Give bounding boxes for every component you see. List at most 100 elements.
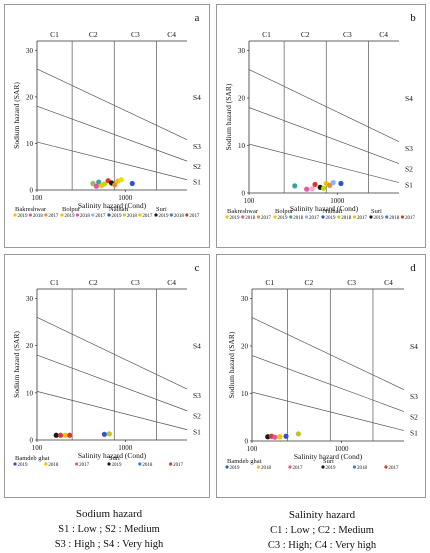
legend-entry-label: 2018: [174, 214, 185, 219]
sodium-boundary-2: [36, 105, 188, 162]
legend-entry-label: 2018: [389, 216, 400, 221]
legend-marker: [138, 462, 142, 466]
legend-entry-label: 2017: [79, 463, 90, 468]
legend-entry-label: 2019: [230, 466, 241, 471]
sodium-hazard-legend: Sodium hazard S1 : Low ; S2 : Medium S3 …: [16, 507, 202, 552]
legend-entry-label: 2018: [341, 216, 352, 221]
data-point: [93, 183, 99, 189]
legend-entry-label: 2017: [142, 214, 153, 219]
legend-entry-label: 2017: [388, 466, 399, 471]
salinity-class-label: C1: [50, 278, 59, 287]
sodium-hazard-line-1: S1 : Low ; S2 : Medium: [58, 524, 160, 535]
sodium-boundary-3: [36, 316, 188, 390]
legend-group-name: Bolpur: [275, 208, 294, 215]
legend-marker: [256, 215, 261, 219]
salinity-class-label: C4: [384, 278, 393, 287]
legend-group-name: Suri: [323, 458, 334, 465]
sodium-class-label: S1: [410, 428, 418, 437]
sodium-class-label: S2: [405, 164, 413, 173]
data-point: [309, 186, 315, 192]
sodium-class-label: S4: [193, 93, 201, 102]
legend-marker: [91, 213, 95, 217]
legend-entry-label: 2019: [326, 216, 337, 221]
legend-entry-label: 2019: [230, 216, 241, 221]
salinity-hazard-title: Salinity hazard: [288, 509, 356, 521]
x-tick-label: 100: [244, 197, 255, 205]
sodium-class-label: S3: [405, 144, 413, 153]
legend-entry-label: 2019: [374, 216, 385, 221]
salinity-class-label: C1: [262, 30, 271, 39]
x-axis-title: Salinity hazard (Cond): [294, 452, 363, 461]
y-axis-title: Sodium hazard (SAR): [12, 82, 21, 149]
legend-marker: [352, 215, 357, 219]
y-tick-label: 30: [26, 47, 34, 55]
sodium-class-label: S4: [405, 94, 413, 103]
y-tick-label: 0: [242, 190, 246, 198]
sodium-class-label: S1: [405, 180, 413, 189]
legend-group-name: Suri: [371, 208, 382, 215]
chart-panel-a: a C1 C2 C3 C4 S1 S2 S3 S4 0 10 20 30 100 1000 Salinity …: [4, 4, 210, 248]
salinity-hazard-legend: Salinity hazard C1 : Low ; C2 : Medium C…: [222, 508, 422, 553]
legend-marker: [385, 215, 389, 219]
diagram-svg-c: c C1 C2 C3 C4 S1 S2 S3 S4 0 10 20 30 100 1000Salinity …: [12, 262, 201, 468]
salinity-class-label: C4: [379, 30, 388, 39]
legend-entry-label: 2018: [80, 214, 91, 219]
legend-marker: [352, 465, 357, 469]
y-tick-label: 0: [30, 437, 34, 445]
legend-entry-label: 2017: [189, 214, 200, 219]
data-point: [112, 182, 118, 188]
data-point: [283, 433, 289, 439]
legend-entry-label: 2018: [142, 463, 153, 468]
legend-marker: [256, 465, 261, 469]
legend-group-name: Nalhati: [323, 208, 342, 215]
y-tick-label: 0: [30, 187, 34, 195]
data-point: [272, 434, 278, 440]
legend-entry-label: 2017: [292, 466, 303, 471]
panel-label: a: [195, 12, 200, 24]
sodium-class-label: S3: [193, 391, 201, 400]
sodium-boundary-2: [251, 355, 405, 412]
x-axis-title: Salinity hazard (Cond): [290, 204, 359, 213]
legend-marker: [169, 462, 173, 466]
legend-entry-label: 2018: [261, 466, 272, 471]
legend-entry-label: 2019: [278, 216, 289, 221]
data-point: [101, 431, 108, 437]
panel-label: d: [410, 262, 416, 274]
data-point: [53, 432, 59, 438]
x-tick-label: 1000: [118, 194, 133, 202]
data-point: [118, 177, 124, 183]
data-point: [312, 181, 318, 188]
legend-marker: [369, 215, 373, 219]
legend-entry-label: 2017: [48, 214, 59, 219]
salinity-class-label: C2: [89, 30, 98, 39]
data-point: [295, 431, 301, 437]
legend-marker: [107, 213, 111, 217]
legend-entry-label: 2019: [112, 214, 123, 219]
sodium-hazard-line-2: S3 : High ; S4 : Very high: [54, 539, 164, 550]
sodium-boundary-3: [36, 68, 188, 141]
x-tick-label: 100: [32, 444, 43, 452]
sodium-hazard-title: Sodium hazard: [75, 508, 143, 520]
legend-group-name: Bamdeb ghat: [227, 458, 262, 465]
salinity-class-label: C4: [167, 278, 176, 287]
diagram-svg-d: d C1 C2 C3 C4 S1 S2 S3 S4 0 10 20 30 100 1000Salinity …: [225, 262, 418, 471]
y-tick-label: 30: [26, 295, 34, 303]
salinity-class-label: C2: [305, 278, 314, 287]
diagram-svg-b: b C1 C2 C3 C4 S1 S2 S3 S4 0 10 20 30 100 1000Salinity …: [224, 12, 416, 221]
data-point: [292, 183, 298, 189]
legend-marker: [75, 462, 79, 466]
sodium-boundary-1: [36, 391, 188, 430]
legend-marker: [169, 213, 174, 217]
sodium-boundary-1: [251, 391, 405, 431]
chart-panel-c: c C1 C2 C3 C4 S1 S2 S3 S4 0 10 20 30 100 1000 Salinity …: [4, 254, 210, 498]
salinity-class-label: C2: [301, 30, 310, 39]
sodium-class-label: S2: [410, 412, 418, 421]
salinity-class-label: C1: [265, 278, 274, 287]
x-axis-title: Salinity hazard (Cond): [78, 451, 147, 460]
x-tick-label: 100: [247, 445, 258, 453]
sodium-class-label: S3: [193, 142, 201, 151]
legend-marker: [107, 462, 111, 466]
legend-marker: [28, 213, 33, 217]
x-tick-label: 100: [32, 194, 43, 202]
x-axis-title: Salinity hazard (Cond): [78, 201, 147, 210]
